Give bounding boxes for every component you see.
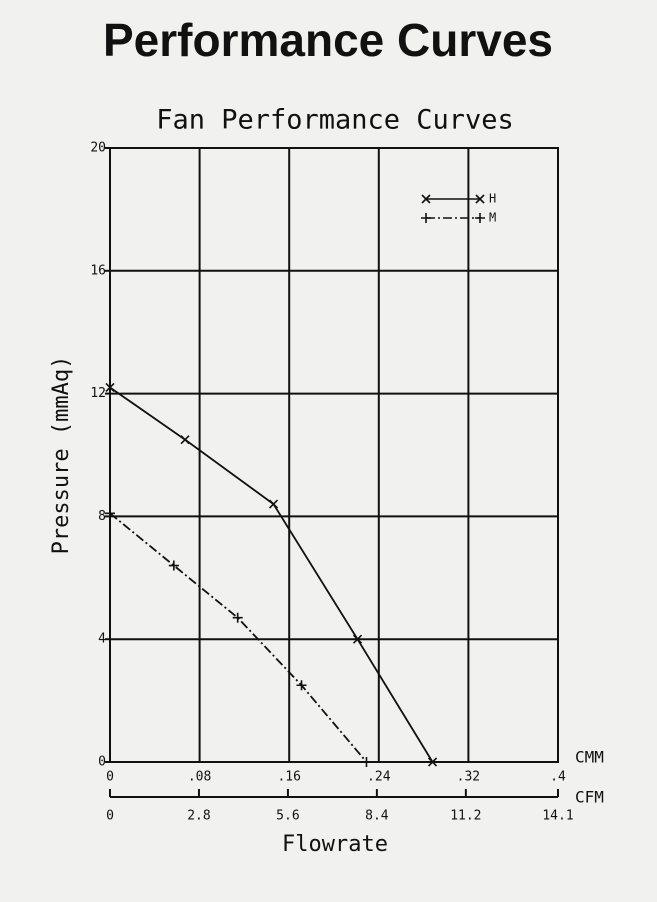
marker	[168, 560, 179, 571]
x-tick-label: .16	[277, 770, 300, 785]
x2-tick-label: 11.2	[450, 809, 481, 824]
y-tick-label: 20	[90, 141, 106, 156]
x-tick-label: .4	[550, 770, 566, 785]
x-axis-label: Flowrate	[282, 832, 388, 857]
page-title: Performance Curves	[103, 14, 553, 66]
x-tick-label: 0	[106, 770, 114, 785]
x-tick-label: .32	[457, 770, 480, 785]
x-unit-label: CMM	[575, 748, 604, 767]
legend-marker	[475, 194, 485, 204]
x2-tick-label: 14.1	[542, 809, 573, 824]
y-tick-label: 0	[98, 755, 106, 770]
y-tick-label: 16	[90, 263, 106, 278]
legend-marker	[421, 213, 431, 223]
legend-marker	[475, 213, 485, 223]
marker	[352, 634, 363, 644]
legend-label: H	[489, 192, 496, 206]
marker	[180, 435, 190, 445]
y-tick-label: 8	[98, 509, 106, 524]
y-axis-label: Pressure (mmAq)	[49, 356, 74, 555]
x2-unit-label: CFM	[575, 788, 604, 807]
marker	[296, 680, 307, 691]
y-tick-label: 12	[90, 386, 106, 401]
marker	[105, 382, 115, 393]
x-tick-label: .24	[367, 770, 391, 785]
x-tick-label: .08	[188, 770, 211, 785]
x2-tick-label: 5.6	[276, 809, 299, 824]
marker	[105, 508, 115, 519]
legend-label: M	[489, 211, 496, 225]
marker	[232, 612, 243, 623]
series-line	[109, 386, 434, 763]
marker	[361, 757, 372, 767]
x2-tick-label: 0	[106, 809, 114, 824]
legend-marker	[421, 194, 431, 204]
chart-title: Fan Performance Curves	[156, 105, 514, 136]
x2-tick-label: 8.4	[365, 809, 389, 824]
marker	[427, 757, 438, 767]
x2-tick-label: 2.8	[187, 809, 210, 824]
plot-frame	[109, 147, 559, 763]
y-tick-label: 4	[98, 632, 106, 647]
marker	[268, 499, 279, 509]
series-line	[109, 512, 368, 763]
